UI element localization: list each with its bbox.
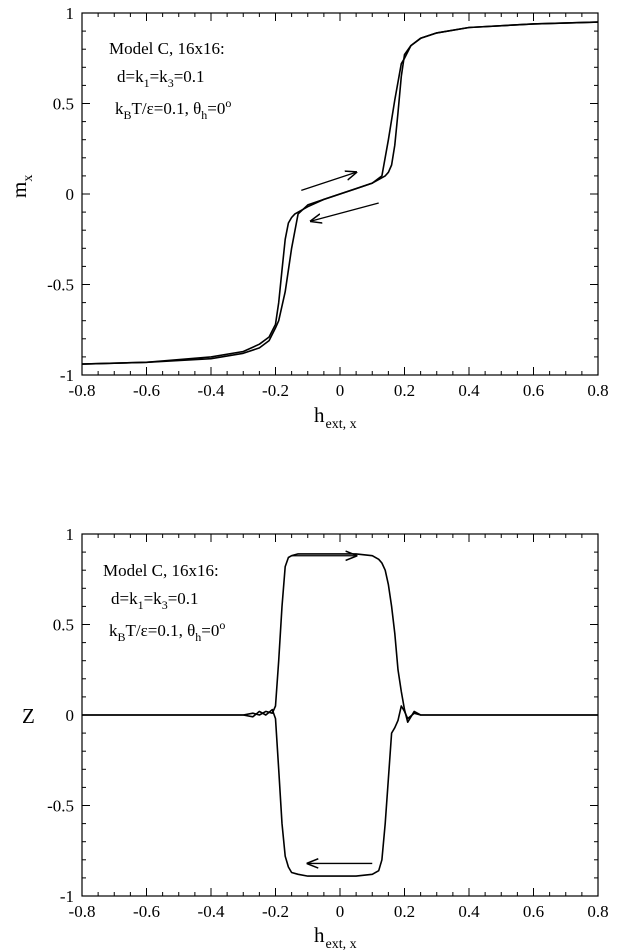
x-tick-label: 0.8 bbox=[587, 902, 608, 921]
x-tick-label: 0.4 bbox=[458, 902, 480, 921]
y-axis-label: Z bbox=[22, 704, 35, 728]
y-tick-label: -0.5 bbox=[47, 797, 74, 816]
x-tick-label: 0.8 bbox=[587, 381, 608, 400]
sweep-arrow-2 bbox=[311, 202, 379, 221]
y-tick-label: 0 bbox=[66, 706, 75, 725]
x-tick-label: -0.8 bbox=[69, 381, 96, 400]
y-tick-label: 0 bbox=[66, 185, 75, 204]
x-tick-label: -0.6 bbox=[133, 381, 160, 400]
x-tick-label: -0.2 bbox=[262, 902, 289, 921]
y-tick-label: -0.5 bbox=[47, 276, 74, 295]
chart-panel-1: -0.8 -0.6 -0.4 -0.2 0 0.2 0.4 0.6 0.8 1 0.5 0 -0.5 -1… bbox=[7, 4, 609, 432]
x-tick-label: 0.6 bbox=[523, 902, 544, 921]
x-tick-label: 0.4 bbox=[458, 381, 480, 400]
sweep-arrow-1 bbox=[301, 172, 356, 191]
annotation-line-3: kBT/ε=0.1, θh=0o bbox=[115, 96, 231, 122]
x-tick-label: -0.6 bbox=[133, 902, 160, 921]
x-tick-label: 0.6 bbox=[523, 381, 544, 400]
y-axis-label: mx bbox=[7, 175, 36, 198]
annotation-line-2: d=k1=k3=0.1 bbox=[111, 589, 199, 612]
x-axis-label: hext, x bbox=[314, 403, 357, 432]
x-tick-label: -0.2 bbox=[262, 381, 289, 400]
x-tick-label: 0 bbox=[336, 381, 345, 400]
y-tick-label: 0.5 bbox=[53, 616, 74, 635]
y-tick-label: 1 bbox=[66, 525, 75, 544]
x-tick-label: 0 bbox=[336, 902, 345, 921]
annotation-line-3: kBT/ε=0.1, θh=0o bbox=[109, 618, 225, 644]
x-tick-label: 0.2 bbox=[394, 381, 415, 400]
x-axis-label: hext, x bbox=[314, 923, 357, 951]
y-tick-label: 0.5 bbox=[53, 95, 74, 114]
annotation-line-1: Model C, 16x16: bbox=[109, 39, 225, 58]
y-tick-label: -1 bbox=[60, 366, 74, 385]
x-tick-label: 0.2 bbox=[394, 902, 415, 921]
series-line-2 bbox=[81, 21, 599, 365]
x-tick-label: -0.4 bbox=[198, 381, 225, 400]
y-tick-label: 1 bbox=[66, 4, 75, 23]
x-tick-label: -0.8 bbox=[69, 902, 96, 921]
series-line-2 bbox=[82, 705, 598, 877]
annotation-line-2: d=k1=k3=0.1 bbox=[117, 67, 205, 90]
chart-panel-2: -0.8 -0.6 -0.4 -0.2 0 0.2 0.4 0.6 0.8 1 0.5 0 -0.5 -1… bbox=[22, 525, 609, 951]
y-tick-label: -1 bbox=[60, 887, 74, 906]
x-tick-label: -0.4 bbox=[198, 902, 225, 921]
annotation-line-1: Model C, 16x16: bbox=[103, 561, 219, 580]
